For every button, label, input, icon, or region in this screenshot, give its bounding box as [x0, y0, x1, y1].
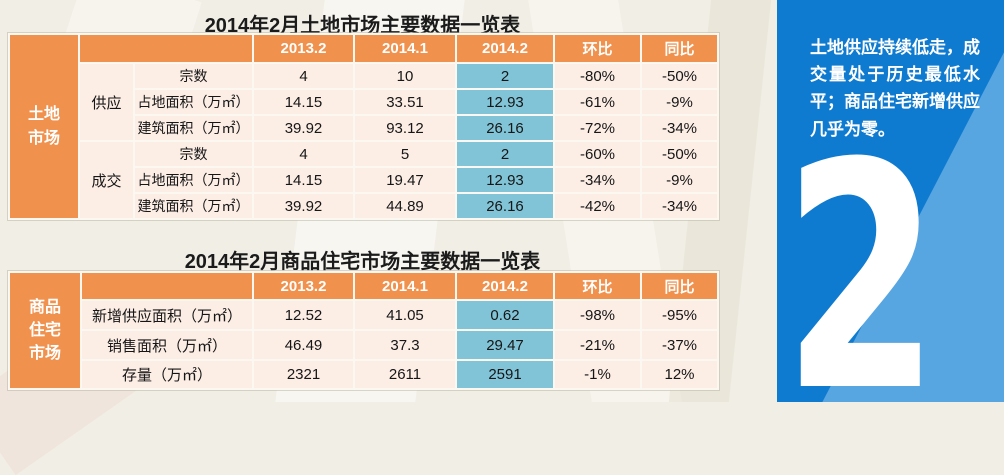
value-cell: 44.89 [353, 192, 457, 220]
value-cell: 41.05 [353, 299, 457, 331]
value-cell: 39.92 [252, 192, 355, 220]
col-header: 环比 [553, 271, 642, 301]
row-label: 销售面积（万㎡） [80, 329, 254, 361]
col-header: 2014.1 [353, 271, 457, 301]
row-label: 占地面积（万㎡） [133, 88, 254, 116]
value-cell: -1% [553, 359, 642, 390]
highlight-cell: 2591 [455, 359, 555, 390]
value-cell: -98% [553, 299, 642, 331]
value-cell: -21% [553, 329, 642, 361]
row-label: 宗数 [133, 62, 254, 90]
highlight-cell: 12.93 [455, 88, 555, 116]
col-header: 2013.2 [252, 271, 355, 301]
col-header: 2014.2 [455, 271, 555, 301]
group-label: 成交 [78, 140, 135, 220]
highlight-cell: 29.47 [455, 329, 555, 361]
row-label: 占地面积（万㎡） [133, 166, 254, 194]
value-cell: 12.52 [252, 299, 355, 331]
value-cell: -34% [640, 192, 719, 220]
side-label: 商品 住宅 市场 [28, 298, 61, 363]
value-cell: -34% [553, 166, 642, 194]
side-label-cell: 商品 住宅 市场 [8, 271, 82, 390]
value-cell: -50% [640, 140, 719, 168]
value-cell: -60% [553, 140, 642, 168]
value-cell: -9% [640, 166, 719, 194]
housing-market-table: 商品 住宅 市场 2013.2 2014.1 2014.2 环比 同比 新增供应… [8, 271, 719, 390]
highlight-cell: 2 [455, 62, 555, 90]
summary-note: 土地供应持续低走，成交量处于历史最低水平；商品住宅新增供应几乎为零。 [810, 38, 980, 139]
value-cell: -42% [553, 192, 642, 220]
value-cell: 33.51 [353, 88, 457, 116]
value-cell: -34% [640, 114, 719, 142]
value-cell: 19.47 [353, 166, 457, 194]
col-header: 2013.2 [252, 33, 355, 64]
highlight-cell: 26.16 [455, 114, 555, 142]
col-header: 2014.2 [455, 33, 555, 64]
empty-header-cell [78, 33, 254, 64]
side-label-cell: 土地 市场 [8, 33, 80, 220]
chapter-number-watermark: 2 [783, 96, 940, 402]
value-cell: 4 [252, 62, 355, 90]
row-label: 存量（万㎡） [80, 359, 254, 390]
land-table-title: 2014年2月土地市场主要数据一览表 [204, 15, 521, 37]
land-market-table: 土地 市场 2013.2 2014.1 2014.2 环比 同比 供应 宗数 4… [8, 33, 719, 220]
highlight-cell: 26.16 [455, 192, 555, 220]
col-header: 2014.1 [353, 33, 457, 64]
value-cell: 93.12 [353, 114, 457, 142]
highlight-cell: 2 [455, 140, 555, 168]
value-cell: 46.49 [252, 329, 355, 361]
value-cell: -37% [640, 329, 719, 361]
col-header: 同比 [640, 33, 719, 64]
value-cell: 2321 [252, 359, 355, 390]
value-cell: -9% [640, 88, 719, 116]
highlight-cell: 0.62 [455, 299, 555, 331]
value-cell: 2611 [353, 359, 457, 390]
row-label: 建筑面积（万㎡） [133, 192, 254, 220]
value-cell: 12% [640, 359, 719, 390]
value-cell: -95% [640, 299, 719, 331]
value-cell: 37.3 [353, 329, 457, 361]
summary-sidebar: 土地供应持续低走，成交量处于历史最低水平；商品住宅新增供应几乎为零。 2 [777, 0, 1004, 402]
value-cell: 4 [252, 140, 355, 168]
row-label: 宗数 [133, 140, 254, 168]
side-label: 土地 市场 [27, 106, 60, 147]
row-label: 新增供应面积（万㎡） [80, 299, 254, 331]
value-cell: 14.15 [252, 166, 355, 194]
highlight-cell: 12.93 [455, 166, 555, 194]
value-cell: -80% [553, 62, 642, 90]
col-header: 同比 [640, 271, 719, 301]
housing-table-title: 2014年2月商品住宅市场主要数据一览表 [184, 251, 541, 273]
empty-header-cell [80, 271, 254, 301]
value-cell: 14.15 [252, 88, 355, 116]
value-cell: 5 [353, 140, 457, 168]
value-cell: 39.92 [252, 114, 355, 142]
row-label: 建筑面积（万㎡） [133, 114, 254, 142]
value-cell: -72% [553, 114, 642, 142]
value-cell: -61% [553, 88, 642, 116]
col-header: 环比 [553, 33, 642, 64]
value-cell: 10 [353, 62, 457, 90]
value-cell: -50% [640, 62, 719, 90]
group-label: 供应 [78, 62, 135, 142]
